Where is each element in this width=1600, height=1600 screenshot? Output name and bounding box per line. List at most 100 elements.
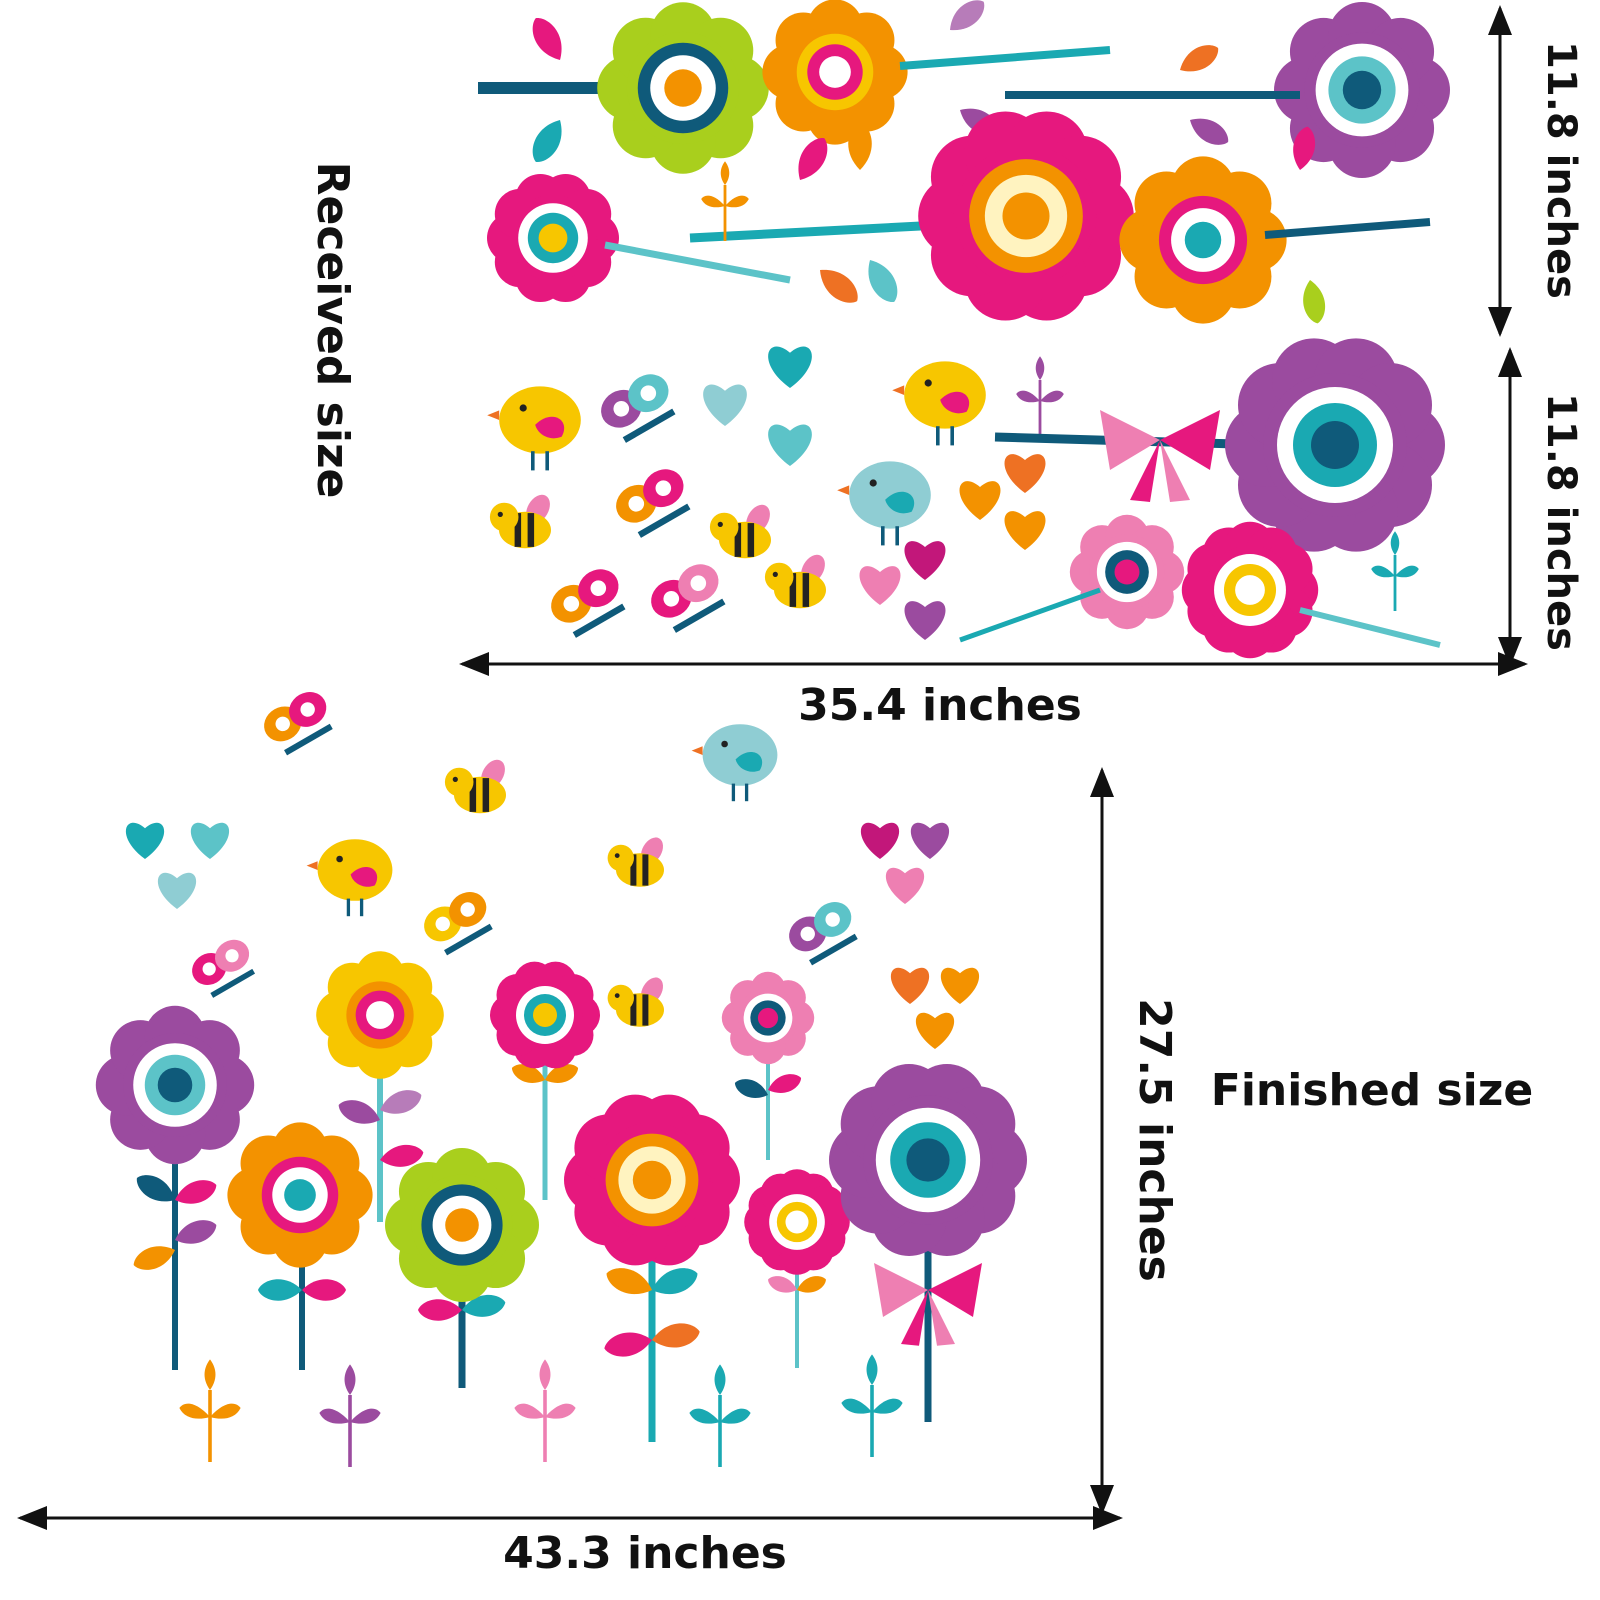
sprout-icon: [701, 161, 749, 241]
butterfly-icon: [616, 469, 691, 538]
stem: [959, 587, 1101, 643]
flower-icon: [316, 951, 444, 1079]
leaf-icon: [848, 121, 872, 170]
sprout-icon: [1016, 356, 1064, 436]
butterfly-icon: [601, 374, 676, 443]
leaf-icon: [136, 1175, 175, 1202]
leaf-icon: [1303, 280, 1326, 324]
leaf-icon: [302, 1279, 346, 1301]
stem: [604, 241, 791, 284]
butterfly-icon: [192, 939, 256, 998]
heart-icon: [904, 601, 946, 640]
flower-icon: [490, 961, 600, 1069]
leaf-icon: [797, 1276, 826, 1293]
leaf-icon: [545, 1064, 579, 1083]
flower-icon: [1069, 514, 1185, 630]
leaf-icon: [462, 1294, 506, 1317]
leaf-icon: [768, 1074, 802, 1093]
bee-icon: [444, 759, 506, 814]
leaf-icon: [133, 1246, 175, 1270]
flower-icon: [385, 1148, 539, 1302]
heart-icon: [768, 424, 812, 466]
sprout-icon: [1371, 531, 1419, 611]
heart-icon: [890, 967, 930, 1004]
leaf-icon: [175, 1180, 217, 1204]
bee-icon: [709, 504, 771, 559]
stem: [1264, 218, 1431, 239]
flower-icon: [597, 2, 769, 174]
bird-icon: [837, 461, 931, 546]
bow-icon: [874, 1263, 982, 1346]
leaf-icon: [868, 260, 898, 302]
heart-icon: [915, 1012, 955, 1049]
leaf-icon: [1293, 126, 1316, 170]
flower-icon: [1274, 2, 1450, 178]
heart-icon: [768, 346, 812, 388]
flower-icon: [762, 0, 908, 145]
heart-icon: [1004, 454, 1046, 493]
leaf-icon: [734, 1079, 768, 1098]
heart-icon: [860, 822, 900, 859]
stem: [899, 46, 1111, 70]
received-size-label: Received size: [307, 162, 358, 499]
flower-icon: [1225, 338, 1445, 552]
leaf-icon: [380, 1090, 422, 1114]
flower-icon: [95, 1005, 255, 1165]
leaf-icon: [820, 269, 858, 303]
leaf-icon: [532, 18, 562, 60]
sprout-icon: [179, 1359, 241, 1463]
leaf-icon: [652, 1323, 700, 1348]
finished-layout: [95, 692, 1027, 1468]
finished-size-label: Finished size: [1211, 1065, 1533, 1116]
leaf-icon: [380, 1144, 424, 1167]
butterfly-icon: [424, 892, 493, 956]
flower-icon: [227, 1122, 373, 1268]
leaf-icon: [606, 1268, 652, 1295]
sheet-height-bottom-label: 11.8 inches: [1538, 393, 1584, 651]
leaf-icon: [798, 138, 828, 180]
sheet-width-label: 35.4 inches: [798, 680, 1082, 731]
butterfly-icon: [551, 569, 626, 638]
leaf-icon: [950, 0, 985, 31]
flower-icon: [918, 111, 1134, 321]
sprout-icon: [514, 1359, 576, 1463]
heart-icon: [959, 481, 1001, 520]
heart-icon: [859, 566, 901, 605]
leaf-icon: [1190, 118, 1229, 145]
bird-icon: [691, 724, 778, 802]
flower-icon: [829, 1063, 1027, 1257]
butterfly-icon: [264, 692, 333, 756]
butterfly-icon: [789, 902, 858, 966]
received-sheet: [478, 0, 1450, 659]
leaf-icon: [768, 1276, 797, 1293]
bird-icon: [892, 361, 986, 446]
leaf-icon: [258, 1279, 302, 1301]
bee-icon: [607, 837, 664, 887]
bird-icon: [306, 839, 393, 917]
heart-icon: [910, 822, 950, 859]
heart-icon: [885, 867, 925, 904]
heart-icon: [940, 967, 980, 1004]
leaf-icon: [1180, 45, 1219, 72]
finished-width-label: 43.3 inches: [503, 1528, 787, 1579]
butterfly-icon: [651, 564, 726, 633]
sheet-height-top-label: 11.8 inches: [1538, 41, 1584, 299]
flower-icon: [1181, 521, 1319, 659]
flower-icon: [487, 173, 619, 303]
sprout-icon: [689, 1364, 751, 1468]
heart-icon: [157, 872, 197, 909]
sprout-icon: [319, 1364, 381, 1468]
heart-icon: [703, 384, 747, 426]
sprout-icon: [841, 1354, 903, 1458]
heart-icon: [1004, 511, 1046, 550]
flower-icon: [1119, 156, 1287, 324]
finished-height-label: 27.5 inches: [1129, 998, 1180, 1282]
bird-icon: [487, 386, 581, 471]
heart-icon: [125, 822, 165, 859]
heart-icon: [904, 541, 946, 580]
bee-icon: [607, 977, 664, 1027]
flower-icon: [744, 1169, 850, 1275]
leaf-icon: [604, 1332, 652, 1357]
bow-icon: [1100, 410, 1220, 502]
